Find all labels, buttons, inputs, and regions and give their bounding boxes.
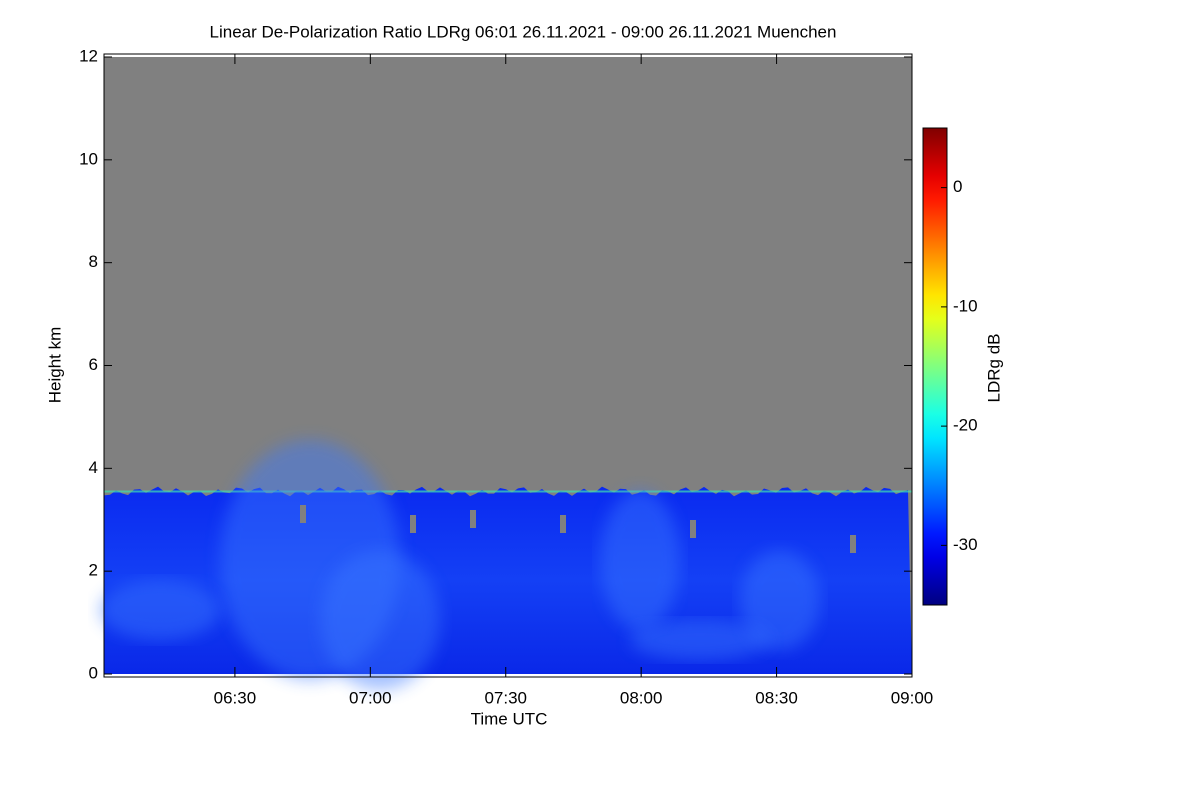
layer-gap <box>470 510 476 528</box>
layer-gap <box>560 515 566 533</box>
heatmap-field <box>100 57 912 690</box>
y-tick-label: 8 <box>89 252 98 271</box>
y-tick-label: 0 <box>89 663 98 682</box>
y-axis-label: Height km <box>45 327 64 404</box>
y-tick-label: 2 <box>89 561 98 580</box>
layer-streak <box>630 620 770 660</box>
layer-gap <box>850 535 856 553</box>
colorbar-label: LDRg dB <box>984 334 1003 403</box>
colorbar-tick-label: -10 <box>953 296 978 315</box>
x-axis-label: Time UTC <box>471 709 548 728</box>
y-tick-label: 4 <box>89 458 98 477</box>
layer-gap <box>690 520 696 538</box>
x-tick-label: 06:30 <box>214 688 257 707</box>
layer-streak <box>740 550 820 650</box>
x-tick-label: 08:00 <box>620 688 663 707</box>
y-tick-label: 6 <box>89 355 98 374</box>
colorbar <box>922 127 948 606</box>
layer-streak <box>600 490 680 630</box>
x-tick-label: 07:00 <box>349 688 392 707</box>
y-tick-label: 12 <box>79 46 98 65</box>
chart-title: Linear De-Polarization Ratio LDRg 06:01 … <box>210 22 837 41</box>
layer-streak <box>320 550 440 690</box>
colorbar-tick-label: -20 <box>953 416 978 435</box>
layer-streak <box>100 580 220 640</box>
layer-gap <box>410 515 416 533</box>
x-tick-label: 09:00 <box>891 688 934 707</box>
x-tick-label: 08:30 <box>755 688 798 707</box>
x-tick-label: 07:30 <box>484 688 527 707</box>
layer-gap <box>300 505 306 523</box>
y-tick-label: 10 <box>79 149 98 168</box>
colorbar-tick-label: -30 <box>953 535 978 554</box>
colorbar-tick-label: 0 <box>953 177 962 196</box>
